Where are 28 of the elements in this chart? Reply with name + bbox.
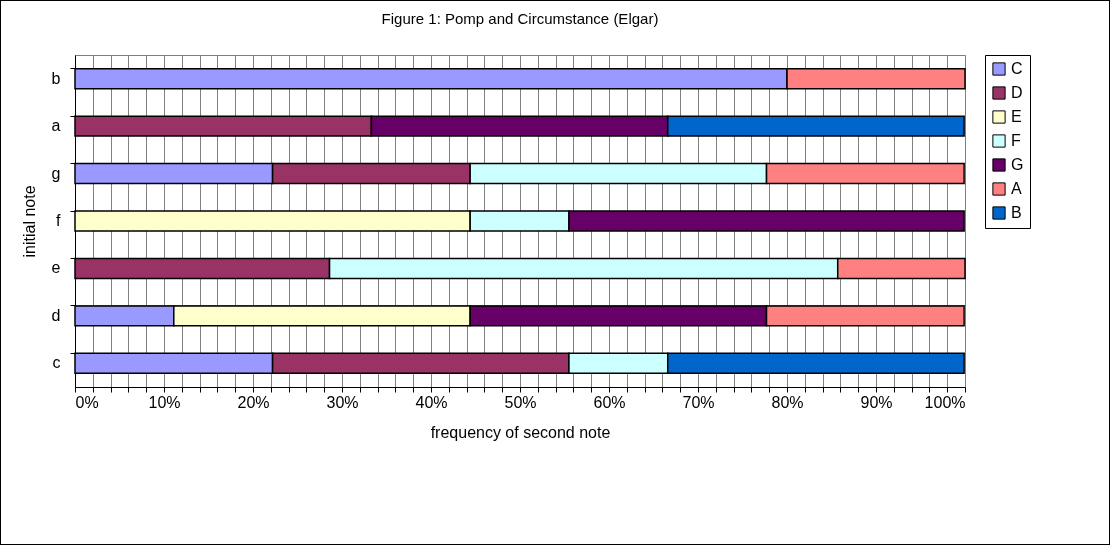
y-tick-label: g	[51, 164, 61, 182]
x-tick-label: 0%	[75, 393, 99, 411]
legend-label: E	[1011, 108, 1022, 125]
y-tick-label: d	[51, 306, 61, 324]
y-tick-label: f	[56, 212, 62, 229]
y-axis-title: initial note	[20, 185, 38, 258]
x-tick-label: 100%	[924, 393, 966, 411]
x-tick-label: 20%	[237, 393, 270, 411]
x-tick-label: 30%	[326, 393, 359, 411]
legend-label: A	[1011, 180, 1022, 197]
y-tick-label: a	[51, 117, 61, 135]
x-tick-label: 50%	[504, 393, 537, 411]
x-tick-label: 60%	[593, 393, 626, 411]
legend-label: G	[1011, 156, 1024, 173]
x-tick-label: 80%	[771, 393, 804, 411]
x-tick-label: 70%	[682, 393, 715, 411]
x-tick-label: 10%	[148, 393, 181, 411]
y-tick-label: c	[52, 354, 61, 372]
y-tick-label: e	[51, 259, 61, 277]
legend-label: B	[1011, 204, 1022, 221]
legend-label: D	[1011, 84, 1023, 101]
x-axis-title: frequency of second note	[430, 423, 611, 441]
y-tick-label: b	[51, 69, 61, 87]
chart-title: Figure 1: Pomp and Circumstance (Elgar)	[381, 9, 659, 27]
legend-label: F	[1011, 132, 1021, 149]
x-tick-label: 40%	[415, 393, 448, 411]
legend-label: C	[1011, 60, 1023, 77]
x-tick-label: 90%	[860, 393, 893, 411]
